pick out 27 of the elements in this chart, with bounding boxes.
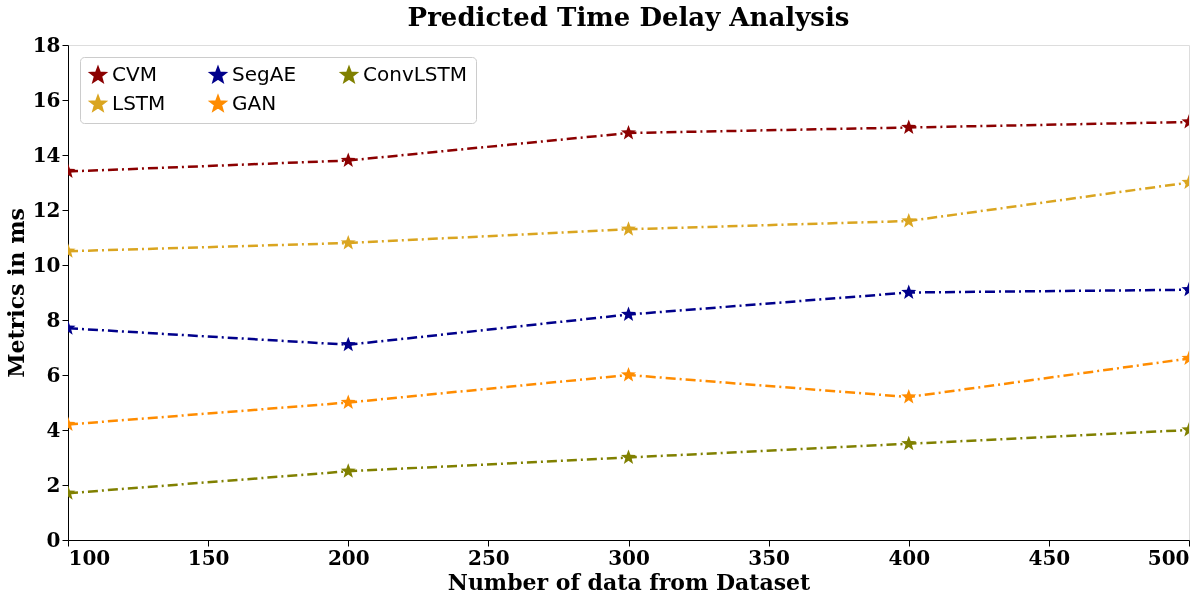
y-tick-label: 2: [46, 472, 61, 497]
legend-label: GAN: [232, 91, 277, 115]
legend-label: SegAE: [232, 62, 297, 87]
legend-label: ConvLSTM: [363, 62, 468, 87]
y-tick-label: 6: [46, 362, 61, 387]
y-tick-label: 16: [32, 87, 61, 112]
y-tick-label: 10: [32, 252, 61, 277]
x-tick-label: 150: [187, 545, 230, 570]
y-tick-label: 18: [32, 32, 61, 57]
y-axis-title: Metrics in ms: [2, 208, 29, 378]
x-tick-label: 100: [68, 545, 111, 570]
x-tick-label: 400: [888, 545, 931, 570]
y-tick-label: 14: [32, 142, 61, 167]
y-tick-label: 4: [46, 417, 61, 442]
x-tick-label: 450: [1028, 545, 1071, 570]
y-tick-label: 8: [46, 307, 61, 332]
x-tick-label: 200: [327, 545, 370, 570]
x-tick-label: 350: [748, 545, 790, 570]
x-tick-label: 500: [1147, 545, 1190, 570]
x-axis-title: Number of data from Dataset: [447, 568, 812, 595]
y-tick-label: 0: [46, 527, 61, 552]
legend-label: CVM: [112, 62, 157, 87]
y-tick-label: 12: [32, 197, 61, 222]
x-tick-label: 250: [468, 545, 510, 570]
x-tick-label: 300: [608, 545, 650, 570]
chart-title: Predicted Time Delay Analysis: [407, 2, 850, 32]
legend-label: LSTM: [112, 91, 166, 115]
